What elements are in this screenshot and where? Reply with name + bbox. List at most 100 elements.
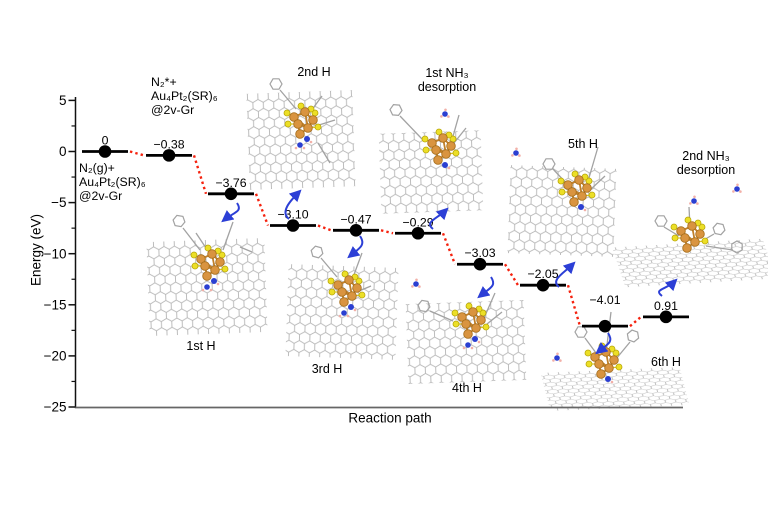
inset-label-3rd-h: 3rd H bbox=[311, 362, 343, 376]
nh3-molecule bbox=[511, 147, 521, 157]
gold-atom bbox=[433, 155, 443, 165]
metal-cluster bbox=[421, 128, 460, 170]
benzene-ring bbox=[542, 158, 556, 170]
inset-label-4th-h: 4th H bbox=[452, 381, 482, 395]
sulfur-atom bbox=[701, 237, 709, 245]
sulfur-atom bbox=[204, 244, 212, 252]
nh3-molecule bbox=[552, 352, 562, 362]
graphene-sheet bbox=[405, 299, 527, 385]
hydrogen-atom bbox=[610, 380, 614, 384]
sulfur-atom bbox=[358, 291, 366, 299]
connector-dotted bbox=[254, 193, 270, 226]
hydrogen-atom bbox=[511, 154, 514, 157]
level-label: −3.76 bbox=[215, 176, 246, 190]
hydrogen-atom bbox=[689, 202, 692, 205]
ligand-stick bbox=[429, 310, 454, 322]
ligand-stick bbox=[279, 89, 297, 110]
benzene-ring bbox=[417, 299, 431, 313]
gold-atom bbox=[594, 359, 604, 369]
hydrogen-atom bbox=[462, 346, 466, 350]
gold-atom bbox=[471, 323, 481, 333]
x-axis-title: Reaction path bbox=[348, 410, 432, 426]
gold-atom bbox=[431, 145, 441, 155]
level-point bbox=[598, 319, 612, 333]
sulfur-atom bbox=[452, 320, 460, 328]
ligand-stick bbox=[552, 168, 568, 185]
nitrogen-atom bbox=[691, 198, 697, 204]
gold-atom bbox=[207, 249, 217, 259]
level-point bbox=[659, 310, 673, 324]
molecule-insets-layer bbox=[146, 78, 768, 411]
inset-label-2nd-h: 2nd H bbox=[297, 65, 331, 79]
level-label: −0.38 bbox=[153, 137, 184, 151]
level-point bbox=[411, 226, 425, 240]
gold-atom bbox=[289, 112, 299, 122]
sulfur-atom bbox=[588, 191, 596, 199]
metal-cluster bbox=[283, 102, 322, 150]
level-point bbox=[473, 257, 487, 271]
hydrogen-atom bbox=[447, 166, 451, 170]
molecule-inset-6th-h bbox=[540, 311, 690, 411]
connector-dotted bbox=[503, 263, 520, 286]
metal-cluster bbox=[327, 270, 366, 318]
y-tick-label: 5 bbox=[59, 93, 67, 108]
hydrogen-atom bbox=[583, 208, 587, 212]
hydrogen-atom bbox=[556, 352, 559, 356]
connector-dotted bbox=[380, 229, 394, 235]
y-tick-label: −15 bbox=[44, 297, 67, 312]
sulfur-atom bbox=[221, 265, 229, 273]
inset-label-1st-h: 1st H bbox=[186, 339, 216, 353]
hydrogen-atom bbox=[515, 147, 518, 151]
gold-atom bbox=[300, 107, 310, 117]
sulfur-atom bbox=[557, 177, 565, 185]
gold-atom bbox=[303, 123, 313, 133]
gold-atom bbox=[438, 133, 448, 143]
metal-cluster bbox=[670, 216, 709, 253]
y-tick-label: −10 bbox=[44, 246, 67, 261]
connector-dotted bbox=[317, 224, 332, 232]
nitrogen-atom bbox=[554, 355, 560, 361]
metal-cluster bbox=[584, 342, 623, 384]
sulfur-atom bbox=[671, 234, 679, 242]
curved-arrow-icon bbox=[555, 261, 576, 288]
sulfur-atom bbox=[284, 120, 292, 128]
gold-atom bbox=[352, 283, 362, 293]
sulfur-atom bbox=[684, 216, 692, 224]
nitrogen-atom bbox=[472, 336, 478, 342]
nh3-molecule bbox=[689, 195, 699, 205]
hydrogen-atom bbox=[418, 285, 421, 288]
sulfur-atom bbox=[297, 102, 305, 110]
level-label: 0.91 bbox=[654, 299, 678, 313]
level-label: −0.29 bbox=[402, 215, 433, 229]
inset-label-line: 1st NH₃ bbox=[425, 66, 469, 80]
annotation-line: N₂*+ bbox=[151, 75, 177, 89]
gold-atom bbox=[215, 257, 225, 267]
hydrogen-atom bbox=[415, 278, 418, 282]
sulfur-atom bbox=[571, 170, 579, 178]
benzene-ring bbox=[731, 240, 743, 254]
level-point bbox=[224, 187, 238, 201]
nitrogen-atom bbox=[413, 281, 419, 287]
gold-atom bbox=[339, 297, 349, 307]
gold-atom bbox=[690, 237, 700, 247]
gold-atom bbox=[676, 226, 686, 236]
curved-arrow-icon bbox=[595, 332, 612, 355]
nitrogen-atom bbox=[341, 310, 347, 316]
hydrogen-atom bbox=[309, 140, 313, 144]
sulfur-atom bbox=[482, 323, 490, 331]
sulfur-atom bbox=[191, 262, 199, 270]
connector-dotted bbox=[129, 150, 145, 157]
level-point bbox=[162, 149, 176, 162]
gold-atom bbox=[446, 141, 456, 151]
level-point bbox=[286, 219, 300, 232]
hydrogen-atom bbox=[447, 115, 450, 118]
sulfur-atom bbox=[465, 302, 473, 310]
level-point bbox=[349, 223, 363, 237]
nitrogen-atom bbox=[304, 136, 310, 142]
hydrogen-atom bbox=[739, 190, 742, 193]
diagram-layer: 0 −0.38 −3.76 −3.10 −0.47 −0.29 −3.03 −2.05 −4.0… bbox=[44, 93, 689, 415]
gold-atom bbox=[200, 261, 210, 271]
level-point bbox=[536, 278, 550, 292]
sulfur-atom bbox=[341, 270, 349, 278]
inset-label-line: desorption bbox=[417, 79, 477, 94]
